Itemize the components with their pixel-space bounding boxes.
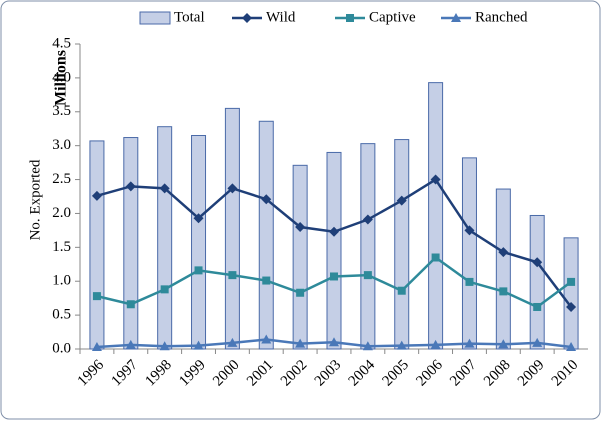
point <box>91 341 102 351</box>
point <box>397 286 406 295</box>
bar <box>360 143 376 350</box>
y-unit-label: Millions <box>53 50 70 106</box>
point <box>465 277 474 286</box>
bar <box>495 188 511 350</box>
point <box>125 181 136 192</box>
point <box>533 302 542 311</box>
y-tick-label: 1.5 <box>52 239 71 255</box>
point <box>261 194 272 205</box>
point <box>430 174 441 185</box>
point <box>498 247 509 258</box>
bar <box>292 164 308 350</box>
y-tick-label: 3.0 <box>52 137 71 153</box>
point <box>330 272 338 281</box>
bar <box>258 120 274 350</box>
point <box>396 195 407 206</box>
legend-label: Total <box>174 9 205 25</box>
legend-label: Ranched <box>475 9 528 25</box>
y-tick-label: 2.5 <box>52 171 71 187</box>
point <box>296 288 305 297</box>
bar <box>394 139 410 350</box>
point <box>431 253 440 262</box>
y-tick-label: 0.5 <box>52 307 71 323</box>
bar <box>461 157 477 350</box>
legend-label: Captive <box>369 9 416 25</box>
bar <box>563 237 579 350</box>
bar <box>123 137 139 350</box>
point <box>430 339 441 349</box>
point <box>532 257 543 268</box>
y-tick-label: 3.5 <box>52 103 71 119</box>
legend-marker <box>451 13 461 22</box>
point <box>363 271 372 280</box>
point <box>262 276 271 285</box>
point <box>566 301 577 312</box>
point <box>362 214 373 225</box>
legend-marker <box>346 14 354 22</box>
point <box>464 225 475 236</box>
point <box>498 339 509 349</box>
point <box>193 213 204 224</box>
y-tick-label: 4.5 <box>52 35 71 51</box>
point <box>532 337 543 347</box>
point <box>91 190 102 201</box>
point <box>160 285 169 294</box>
point <box>464 338 475 348</box>
point <box>396 340 407 350</box>
bar <box>326 151 342 350</box>
point <box>125 339 136 349</box>
point <box>261 334 272 344</box>
point <box>329 226 339 237</box>
bar <box>191 135 207 350</box>
y-tick-label: 2.0 <box>52 205 71 221</box>
y-tick-label: 4.0 <box>52 69 71 85</box>
point <box>228 271 237 280</box>
point <box>295 222 306 232</box>
legend-label: Wild <box>266 9 296 25</box>
point <box>566 341 577 351</box>
point <box>159 183 170 194</box>
y-tick-label: 0.0 <box>52 340 71 356</box>
point <box>567 277 576 286</box>
point <box>227 183 238 194</box>
point <box>362 341 373 351</box>
point <box>499 287 508 296</box>
y-tick-label: 1.0 <box>52 273 71 289</box>
bar <box>529 214 545 350</box>
point <box>227 337 238 347</box>
point <box>194 266 203 275</box>
point <box>193 340 204 350</box>
legend-marker <box>242 13 252 23</box>
legend-swatch <box>139 11 171 25</box>
y-axis-label: No. Exported <box>27 159 43 240</box>
bar <box>157 126 173 350</box>
point <box>159 341 170 351</box>
point <box>92 292 101 301</box>
point <box>126 300 135 309</box>
bar <box>224 107 240 350</box>
bar <box>428 82 444 350</box>
point <box>295 338 306 348</box>
bar <box>89 140 105 350</box>
point <box>329 337 339 347</box>
